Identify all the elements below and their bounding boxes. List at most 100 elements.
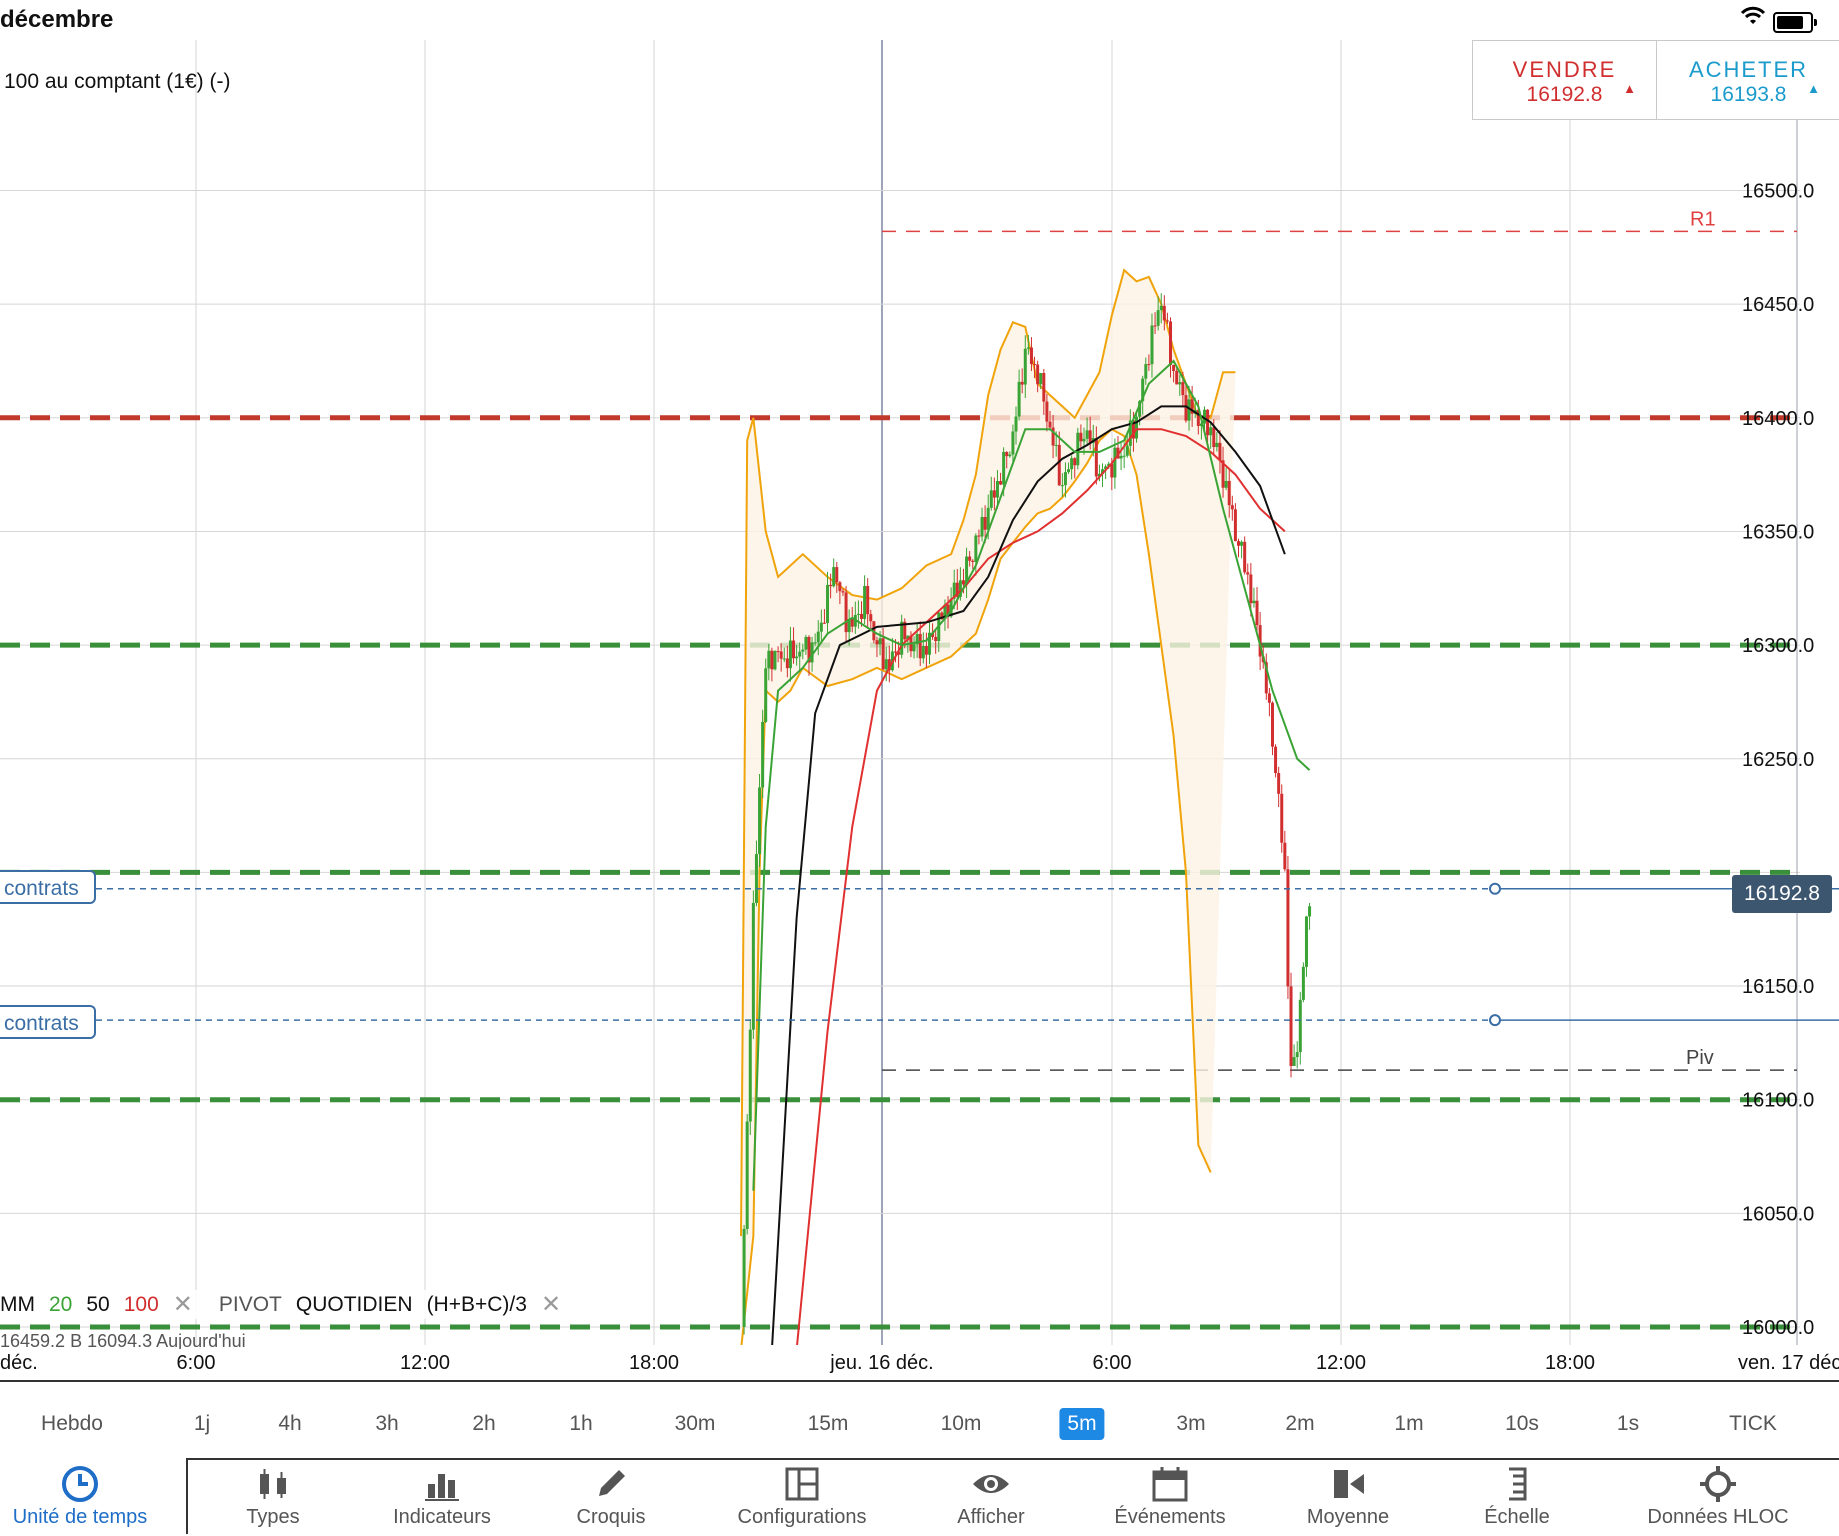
candle-body [1162,305,1166,321]
remove-mm-icon[interactable]: ✕ [172,1291,193,1318]
toolbar-show[interactable]: Afficher [911,1464,1071,1529]
timeframe-hebdo[interactable]: Hebdo [41,1412,103,1435]
toolbar-sketch[interactable]: Croquis [531,1464,691,1529]
toolbar-label: Moyenne [1306,1506,1390,1528]
candle-body [1218,442,1222,461]
candle-body [826,584,830,623]
candle-body [1199,423,1203,426]
timeframe-2m[interactable]: 2m [1285,1412,1315,1435]
pencil-icon [599,1470,625,1496]
candle-body [1264,662,1268,694]
candle-body [1042,373,1046,402]
candle-body [961,580,965,585]
timeframe-2h[interactable]: 2h [472,1412,496,1435]
timeframe-3h[interactable]: 3h [375,1412,399,1435]
ma50-line [771,405,1286,1345]
timeframe-10m[interactable]: 10m [940,1412,982,1435]
mm100-label[interactable]: 100 [123,1292,159,1316]
candle-body [1088,430,1092,443]
order-tag[interactable]: contrats [0,870,96,904]
pivot-formula[interactable]: (H+B+C)/3 [426,1292,527,1316]
candle-body [887,659,891,671]
timeframe-1j[interactable]: 1j [193,1412,211,1435]
buy-button[interactable]: ACHETER 16193.8 ▲ [1657,41,1839,119]
candle-body [1057,444,1061,486]
eye-icon [973,1475,1009,1493]
instrument-title[interactable]: 100 au comptant (1€) (-) [4,70,231,93]
toolbar-average[interactable]: Moyenne [1268,1464,1428,1529]
timeframe-1h[interactable]: 1h [569,1412,593,1435]
timeframe-10s[interactable]: 10s [1505,1412,1539,1435]
candle-body [999,481,1003,485]
order-tag[interactable]: contrats [0,1005,96,1039]
candle-body [1011,431,1015,455]
crosshair-icon [1700,1466,1736,1502]
candle-body [1079,432,1083,442]
candle-body [1085,430,1089,439]
candle-body [881,638,885,670]
toolbar-events[interactable]: Événements [1090,1464,1250,1529]
timeframe-3m[interactable]: 3m [1176,1412,1206,1435]
timeframe-4h[interactable]: 4h [278,1412,302,1435]
toolbar-types[interactable]: Types [193,1464,353,1529]
toolbar-scale[interactable]: Échelle [1437,1464,1597,1529]
candle-body [912,644,916,652]
timeframe-15m[interactable]: 15m [807,1412,849,1435]
ma20-line [752,359,1311,1191]
mm20-label[interactable]: 20 [49,1292,73,1316]
toolbar-indicators[interactable]: Indicateurs [362,1464,522,1529]
timeframe-tick[interactable]: TICK [1729,1412,1777,1435]
timeframe-1s[interactable]: 1s [1616,1412,1640,1435]
timeframe-30m[interactable]: 30m [674,1412,716,1435]
candle-body [1227,480,1231,506]
toolbar-timeframe[interactable]: Unité de temps [0,1464,160,1529]
timeframe-5m[interactable]: 5m [1059,1408,1105,1440]
toolbar-label: Unité de temps [12,1506,148,1528]
x-label: 6:00 [1092,1352,1132,1374]
candle-body [1110,463,1114,478]
x-label: déc. [0,1352,38,1374]
candle-body [1033,364,1037,366]
candle-body [1039,373,1043,385]
candle-body [856,613,860,616]
candle-body [1029,347,1033,365]
wifi-icon [1739,6,1767,32]
candle-body [940,612,944,620]
candle-body [754,854,758,903]
candle-body [875,640,879,645]
y-tick-label: 16250.0 [1742,749,1814,771]
candle-body [745,1121,749,1229]
timeframe-1m[interactable]: 1m [1394,1412,1424,1435]
toolbar-label: Échelle [1484,1506,1550,1528]
scale-icon [1509,1467,1527,1501]
bar-chart-icon [425,1474,459,1501]
candle-body [1104,466,1108,470]
candle-body [931,632,935,637]
video-icon [1334,1470,1364,1498]
candle-body [1184,395,1188,421]
candle-body [841,591,845,593]
candle-body [921,645,925,659]
sell-button[interactable]: VENDRE 16192.8 ▲ [1473,41,1657,119]
toolbar-frame [186,1458,1839,1534]
toolbar-hloc-data[interactable]: Données HLOC [1638,1464,1798,1529]
moving-averages [752,359,1311,1345]
candle-body [1295,1052,1299,1058]
toolbar-label: Données HLOC [1647,1506,1789,1528]
toolbar-configurations[interactable]: Configurations [722,1464,882,1529]
remove-pivot-icon[interactable]: ✕ [540,1291,562,1318]
candle-body [1277,773,1281,794]
candle-body [1283,842,1287,870]
candle-body [1224,480,1228,488]
pivot-period[interactable]: QUOTIDIEN [295,1292,413,1316]
candle-body [863,585,867,619]
calendar-icon [1152,1467,1188,1502]
candle-body [1067,469,1071,473]
candle-body [968,556,972,561]
candle-body [903,621,907,640]
timeframe-bar: Hebdo 1j 4h 3h 2h 1h 30m 15m 10m 5m 3m 2… [0,1380,1839,1462]
price-chart[interactable]: R1 Piv 16500.0 16450.0 16400.0 16350.0 16300.… [0,0,1839,1345]
candle-body [1172,364,1176,371]
candle-body [1026,347,1030,349]
mm50-label[interactable]: 50 [86,1292,110,1316]
